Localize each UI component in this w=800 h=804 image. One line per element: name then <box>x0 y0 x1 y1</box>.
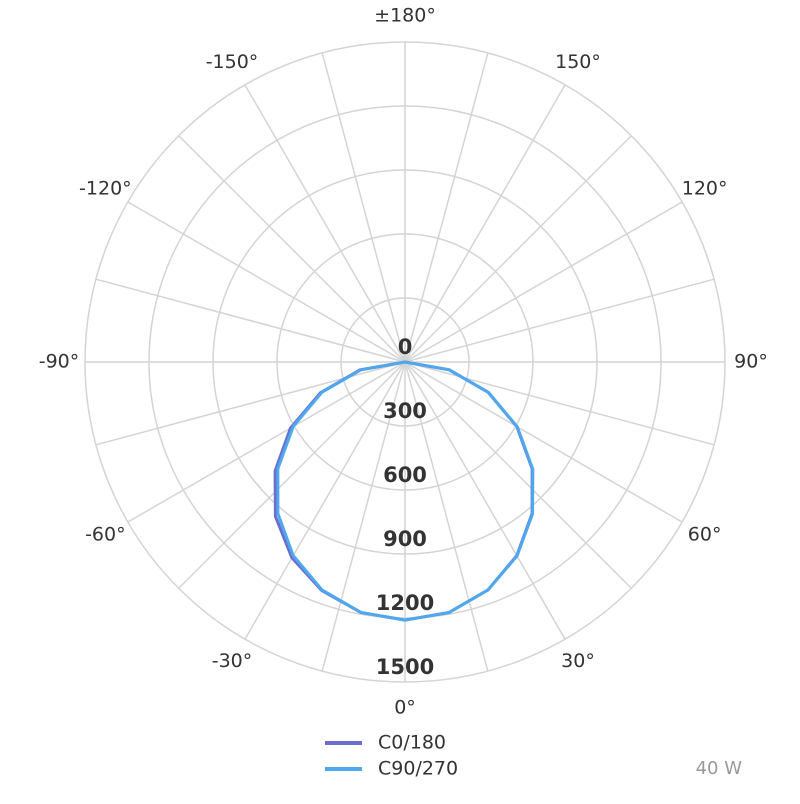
radial-label: 1500 <box>376 655 434 679</box>
angle-label: -120° <box>79 178 132 200</box>
minor-spoke <box>178 135 406 363</box>
angle-label: 30° <box>561 650 595 672</box>
minor-spoke <box>321 52 406 363</box>
grid-spoke <box>127 201 406 363</box>
minor-spoke <box>178 361 406 589</box>
grid-spoke <box>127 361 406 523</box>
angle-label: 60° <box>688 524 722 546</box>
minor-spoke <box>404 135 632 363</box>
angle-label: ±180° <box>374 5 436 27</box>
radial-label: 1200 <box>376 591 434 615</box>
radial-label: 900 <box>383 527 427 551</box>
grid-spoke <box>404 361 566 640</box>
minor-spoke <box>95 361 406 446</box>
grid-spoke <box>404 361 683 523</box>
angle-label: 120° <box>682 178 728 200</box>
power-note: 40 W <box>696 758 743 779</box>
angle-label: -90° <box>39 351 80 373</box>
angle-label: -30° <box>212 650 253 672</box>
legend-label: C0/180 <box>378 732 446 754</box>
minor-spoke <box>321 361 406 672</box>
minor-spoke <box>95 278 406 363</box>
grid-spoke <box>404 84 566 363</box>
angle-label: -150° <box>206 51 259 73</box>
legend-label: C90/270 <box>378 758 458 780</box>
radial-label: 0 <box>398 335 413 359</box>
grid-spoke <box>244 361 406 640</box>
angle-label: 0° <box>394 697 416 719</box>
minor-spoke <box>404 52 489 363</box>
angle-label: 90° <box>734 351 768 373</box>
angle-label: -60° <box>85 524 126 546</box>
intensity-curve <box>276 360 535 622</box>
grid-spoke <box>404 201 683 363</box>
grid-spoke <box>244 84 406 363</box>
minor-spoke <box>404 278 715 363</box>
radial-label: 600 <box>383 463 427 487</box>
radial-label: 300 <box>383 399 427 423</box>
angle-label: 150° <box>555 51 601 73</box>
minor-spoke <box>404 361 632 589</box>
minor-spoke <box>404 361 715 446</box>
minor-spoke <box>404 361 489 672</box>
